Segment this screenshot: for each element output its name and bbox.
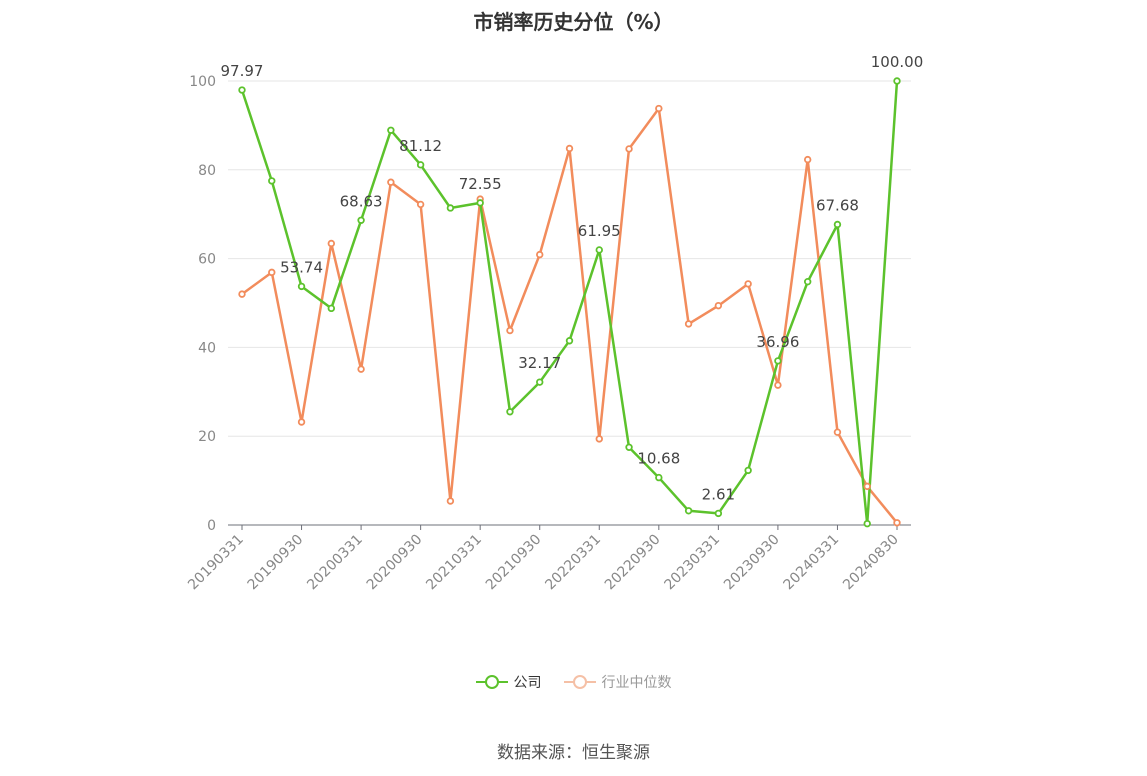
data-point bbox=[803, 155, 812, 164]
data-label: 72.55 bbox=[459, 175, 502, 193]
x-tick-label: 20210930 bbox=[483, 532, 545, 594]
data-point bbox=[625, 443, 633, 451]
x-tick-label: 20240830 bbox=[840, 532, 902, 594]
data-point bbox=[565, 337, 574, 345]
x-tick-label: 20220331 bbox=[542, 532, 604, 594]
data-label: 2.61 bbox=[702, 485, 735, 503]
data-point bbox=[238, 290, 246, 298]
data-label: 53.74 bbox=[280, 258, 323, 276]
data-point bbox=[506, 326, 514, 335]
data-label: 36.96 bbox=[756, 333, 799, 351]
data-point bbox=[595, 246, 603, 254]
data-point bbox=[684, 507, 693, 515]
data-point bbox=[863, 519, 871, 528]
data-point bbox=[387, 178, 395, 186]
x-tick-label: 20240331 bbox=[781, 532, 843, 594]
data-point bbox=[476, 199, 484, 207]
x-tick-label: 20230331 bbox=[661, 532, 723, 594]
data-point bbox=[714, 509, 723, 518]
legend-item-industry-median[interactable]: 行业中位数 bbox=[563, 672, 672, 692]
data-point bbox=[565, 144, 574, 153]
y-tick-label: 0 bbox=[207, 518, 216, 534]
data-point bbox=[774, 357, 782, 365]
chart-legend: 公司 行业中位数 bbox=[0, 672, 1147, 692]
data-point bbox=[357, 216, 365, 224]
data-point bbox=[297, 418, 306, 426]
data-point bbox=[297, 282, 306, 291]
y-tick-label: 40 bbox=[198, 340, 216, 356]
data-point bbox=[893, 77, 901, 85]
data-point bbox=[833, 220, 842, 229]
data-label: 97.97 bbox=[221, 62, 264, 80]
data-point bbox=[595, 435, 603, 443]
data-point bbox=[655, 473, 663, 482]
data-label: 32.17 bbox=[518, 354, 561, 372]
x-tick-label: 20230930 bbox=[721, 532, 783, 594]
data-point bbox=[506, 408, 514, 416]
legend-line-circle-icon bbox=[563, 675, 596, 689]
x-tick-label: 20190930 bbox=[245, 532, 307, 594]
y-tick-label: 60 bbox=[198, 252, 216, 268]
x-tick-label: 20200930 bbox=[364, 532, 426, 594]
series-points bbox=[238, 77, 901, 528]
y-gridlines bbox=[228, 80, 911, 437]
data-point bbox=[714, 301, 723, 310]
data-point bbox=[268, 268, 276, 277]
data-point bbox=[268, 177, 276, 185]
data-label: 81.12 bbox=[399, 137, 442, 155]
data-label: 67.68 bbox=[816, 197, 859, 215]
y-tick-label: 20 bbox=[198, 429, 216, 445]
data-label: 10.68 bbox=[637, 450, 680, 468]
x-tick-label: 20220930 bbox=[602, 532, 664, 594]
data-point bbox=[416, 161, 425, 169]
data-point bbox=[446, 497, 455, 505]
legend-line-circle-icon bbox=[475, 675, 508, 689]
y-tick-label: 100 bbox=[189, 74, 216, 90]
legend-label-company: 公司 bbox=[513, 675, 542, 691]
data-point bbox=[536, 250, 544, 259]
data-point bbox=[774, 381, 782, 389]
data-point bbox=[744, 466, 752, 475]
data-label: 61.95 bbox=[578, 222, 621, 240]
legend-label-industry-median: 行业中位数 bbox=[601, 675, 672, 691]
x-tick-label: 20190331 bbox=[185, 532, 247, 594]
y-axis-tick-labels: 0 20 40 60 80 100 bbox=[189, 74, 216, 534]
data-point bbox=[655, 104, 663, 113]
chart-title: 市销率历史分位（%） bbox=[473, 10, 674, 34]
data-point bbox=[893, 519, 901, 527]
data-label: 100.00 bbox=[871, 53, 924, 71]
data-point bbox=[387, 126, 395, 134]
data-point bbox=[863, 482, 871, 491]
x-axis: 2019033120190930202003312020093020210331… bbox=[185, 524, 911, 594]
data-point bbox=[327, 239, 336, 248]
legend-item-company[interactable]: 公司 bbox=[475, 672, 542, 692]
x-tick-label: 20210331 bbox=[423, 532, 485, 594]
series-line bbox=[241, 107, 898, 524]
data-point bbox=[625, 145, 633, 153]
data-point bbox=[357, 365, 365, 373]
data-label: 68.63 bbox=[340, 192, 383, 210]
data-point bbox=[416, 200, 425, 209]
data-point bbox=[446, 204, 455, 212]
data-labels: 97.97 53.74 68.63 81.12 72.55 32.17 61.95 10.68… bbox=[221, 53, 924, 503]
data-point bbox=[327, 304, 336, 313]
data-point bbox=[803, 277, 812, 286]
data-point bbox=[536, 378, 544, 386]
data-source-note: 数据来源：恒生聚源 bbox=[497, 743, 650, 763]
x-tick-label: 20200331 bbox=[304, 532, 366, 594]
data-point bbox=[238, 86, 246, 94]
y-tick-label: 80 bbox=[198, 163, 216, 179]
data-point bbox=[833, 428, 842, 436]
data-point bbox=[744, 280, 752, 288]
data-point bbox=[684, 320, 693, 328]
